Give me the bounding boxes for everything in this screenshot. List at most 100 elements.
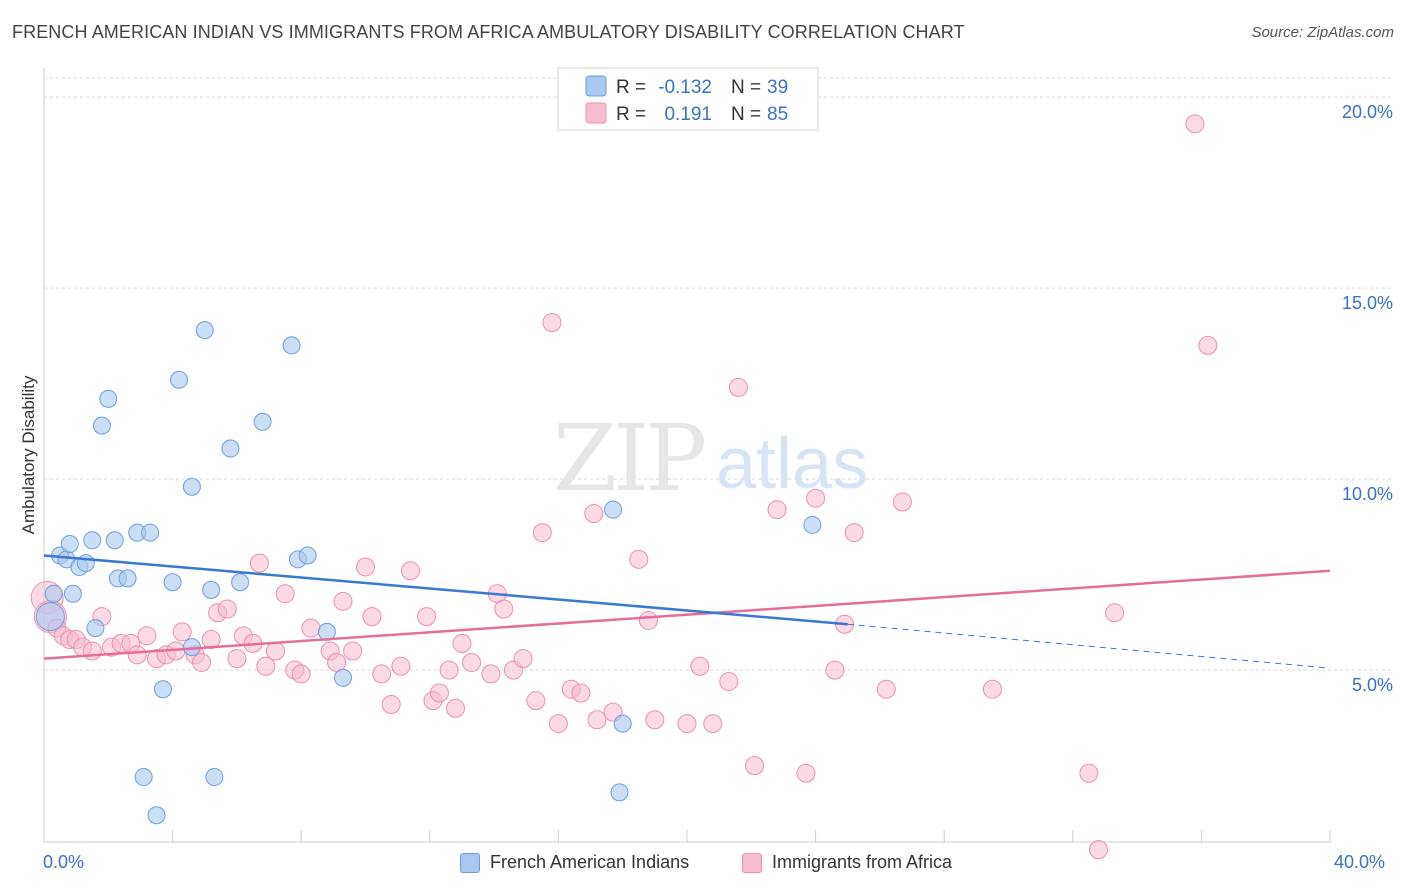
- pink-point: [703, 714, 723, 734]
- pink-point: [291, 664, 311, 684]
- pink-point: [719, 672, 739, 692]
- pink-point: [745, 756, 765, 776]
- x-tick-max: 40.0%: [1334, 852, 1386, 872]
- legend-r-label-1: R =: [616, 77, 646, 98]
- watermark-zip: ZIP: [553, 405, 704, 512]
- pink-point: [806, 488, 826, 508]
- pink-point: [629, 549, 649, 569]
- pink-point: [301, 618, 321, 638]
- pink-point: [1185, 114, 1205, 134]
- pink-point: [876, 679, 896, 699]
- pink-point: [844, 523, 864, 543]
- series-legend: French American Indians Immigrants from …: [0, 852, 1406, 878]
- pink-point: [227, 649, 247, 669]
- pink-point: [1198, 335, 1218, 355]
- blue-point: [60, 535, 79, 554]
- pink-trend-line: [43, 569, 1331, 660]
- correlation-legend: R = -0.132 N = 39 R = 0.191 N = 85: [557, 67, 819, 131]
- blue-point: [221, 439, 240, 458]
- pink-point: [362, 607, 382, 627]
- legend-n-label-2: N =: [731, 104, 761, 125]
- watermark: ZIP atlas: [553, 405, 868, 512]
- blue-point: [44, 584, 63, 603]
- blue-point: [118, 569, 137, 588]
- pink-point: [587, 710, 607, 730]
- pink-point: [439, 660, 459, 680]
- blue-trend-line: [43, 554, 848, 626]
- blue-point: [153, 680, 172, 699]
- blue-point: [610, 783, 629, 802]
- blue-point: [134, 768, 153, 787]
- watermark-atlas: atlas: [716, 424, 868, 504]
- legend-n-value-2: 85: [767, 104, 788, 125]
- blue-point: [99, 389, 118, 408]
- x-tick-min: 0.0%: [43, 852, 85, 872]
- pink-point: [256, 656, 276, 676]
- y-tick-label: 15.0%: [1342, 293, 1393, 313]
- pink-point: [333, 591, 353, 611]
- blue-point: [333, 668, 352, 687]
- pink-point: [571, 683, 591, 703]
- pink-point: [429, 683, 449, 703]
- blue-point: [231, 573, 250, 592]
- pink-point: [645, 710, 665, 730]
- pink-point: [127, 645, 147, 665]
- y-tick-label: 5.0%: [1352, 675, 1393, 695]
- pink-point: [584, 503, 604, 523]
- blue-point: [205, 768, 224, 787]
- legend-swatch-blue: [585, 75, 607, 97]
- blue-point: [76, 554, 95, 573]
- pink-point: [82, 641, 102, 661]
- pink-point: [532, 523, 552, 543]
- french-american-indians-points: [35, 321, 822, 825]
- blue-point: [147, 806, 166, 825]
- pink-point: [137, 626, 157, 646]
- y-tick-labels: 5.0% 10.0% 15.0% 20.0%: [1342, 102, 1393, 695]
- legend-n-value-1: 39: [767, 77, 788, 98]
- pink-point: [892, 492, 912, 512]
- blue-point: [170, 370, 189, 389]
- blue-point: [35, 602, 65, 632]
- legend-label-immigrants-from-africa: Immigrants from Africa: [772, 852, 953, 872]
- pink-point: [462, 652, 482, 672]
- pink-point: [796, 763, 816, 783]
- y-axis-label: Ambulatory Disability: [19, 375, 38, 534]
- pink-point: [172, 622, 192, 642]
- blue-point: [803, 515, 822, 534]
- blue-trend-extension: [847, 623, 1331, 669]
- pink-point: [1089, 840, 1109, 860]
- axes: [43, 68, 1331, 843]
- pink-point: [391, 656, 411, 676]
- legend-r-label-2: R =: [616, 104, 646, 125]
- pink-point: [401, 561, 421, 581]
- blue-point: [105, 531, 124, 550]
- chart-title: FRENCH AMERICAN INDIAN VS IMMIGRANTS FRO…: [12, 22, 965, 42]
- pink-point: [446, 698, 466, 718]
- pink-point: [275, 584, 295, 604]
- blue-point: [182, 477, 201, 496]
- pink-point: [356, 557, 375, 577]
- pink-point: [690, 656, 710, 676]
- legend-label-french-american-indians: French American Indians: [490, 852, 690, 872]
- pink-point: [728, 377, 748, 397]
- pink-point: [677, 714, 697, 734]
- pink-point: [1079, 763, 1099, 783]
- pink-point: [767, 500, 787, 520]
- pink-point: [201, 630, 221, 650]
- immigrants-from-africa-points: [30, 114, 1218, 860]
- pink-point: [494, 599, 514, 619]
- pink-point: [982, 679, 1002, 699]
- pink-point: [249, 553, 269, 573]
- blue-point: [92, 416, 111, 435]
- blue-point: [195, 321, 214, 340]
- pink-point: [825, 660, 845, 680]
- pink-point: [381, 694, 401, 714]
- pink-point: [192, 652, 212, 672]
- legend-item-french-american-indians: French American Indians: [460, 852, 689, 873]
- legend-r-value-2: 0.191: [664, 104, 712, 125]
- blue-point: [253, 412, 272, 431]
- source-label: Source: ZipAtlas.com: [1251, 24, 1394, 41]
- pink-point: [526, 691, 546, 711]
- legend-swatch-pink: [585, 102, 607, 124]
